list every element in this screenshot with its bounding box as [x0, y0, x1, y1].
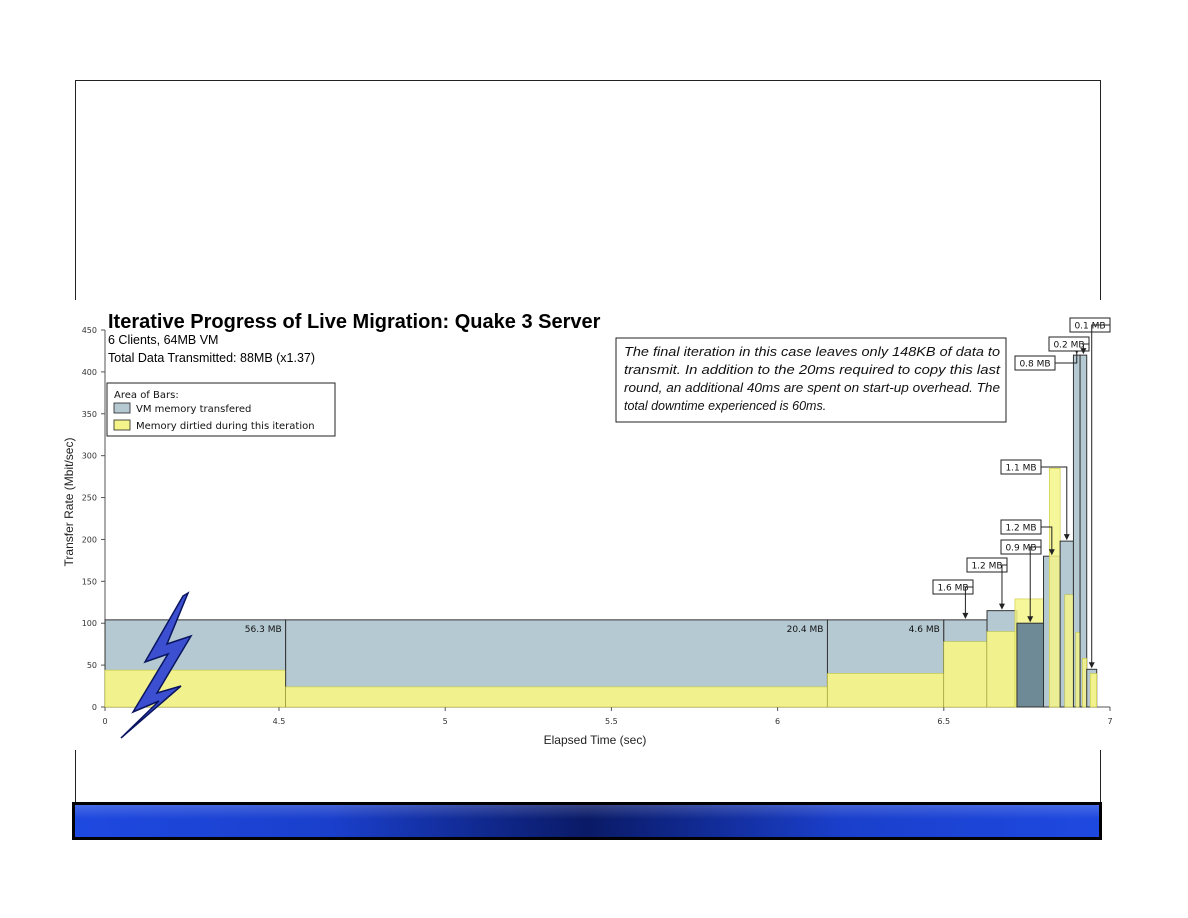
bar-dirtied [986, 631, 1018, 708]
bar-label: 0.9 MB [1005, 544, 1036, 554]
footer-bar [72, 802, 1102, 840]
legend-title: Area of Bars: [114, 390, 179, 401]
bar-dirtied [1049, 467, 1061, 708]
bar-label: 1.6 MB [937, 584, 968, 594]
bar-label: 4.6 MB [909, 625, 940, 635]
bar-dirtied [1064, 594, 1074, 708]
chart-title: Iterative Progress of Live Migration: Qu… [108, 311, 601, 333]
bar-dirtied [1082, 658, 1088, 708]
bar-label: 1.1 MB [1005, 464, 1036, 474]
x-tick-label: 0 [102, 717, 107, 726]
y-tick-label: 350 [82, 410, 97, 419]
legend-swatch-transfer [113, 402, 131, 414]
bar-label-arrow [998, 603, 1005, 610]
annotation-line-4: total downtime experienced is 60ms. [624, 399, 826, 413]
bar-label: 0.8 MB [1019, 360, 1050, 370]
bar-label-leader [964, 586, 973, 618]
x-tick-label: 4.5 [273, 717, 286, 726]
chart-subtitle-1: 6 Clients, 64MB VM [108, 333, 218, 347]
bar-label-leader [1041, 466, 1068, 540]
y-tick-label: 200 [82, 535, 97, 544]
bar-label-leader [1055, 353, 1078, 364]
y-tick-label: 50 [87, 661, 97, 670]
bar-label: 20.4 MB [787, 625, 824, 635]
y-axis-label: Transfer Rate (Mbit/sec) [62, 438, 76, 567]
x-tick-label: 5 [443, 717, 448, 726]
x-tick-label: 5.5 [605, 717, 618, 726]
legend-label-dirtied: Memory dirtied during this iteration [136, 421, 315, 432]
bar-dirtied [104, 669, 286, 708]
lightning-bolt-icon [120, 591, 193, 739]
x-tick-label: 7 [1107, 717, 1112, 726]
legend: Area of Bars: VM memory transfered Memor… [106, 382, 336, 437]
annotation: The final iteration in this case leaves … [615, 337, 1007, 423]
bar-label-arrow [1027, 616, 1034, 623]
bar-label-arrow [1088, 662, 1095, 669]
bar-label-leader [1041, 526, 1053, 555]
bars [104, 354, 1098, 708]
bar-label-arrow [962, 612, 969, 619]
x-tick-label: 6.5 [937, 717, 950, 726]
bar-label: 0.2 MB [1053, 341, 1084, 351]
bar-label: 56.3 MB [245, 625, 282, 635]
legend-box [106, 382, 336, 437]
bar-dirtied [1089, 673, 1098, 708]
y-tick-label: 0 [92, 703, 97, 712]
chart: 0 50 100 150 200 250 300 350 400 450 0 4.5 5 5.5 6 6.5 7… [55, 300, 1115, 750]
bar-label-leader [1029, 546, 1041, 622]
annotation-line-1: The final iteration in this case leaves … [624, 345, 1000, 359]
bar-label-arrow [1048, 549, 1055, 556]
bar-label: 0.1 MB [1074, 322, 1105, 332]
x-axis-label: Elapsed Time (sec) [544, 733, 647, 747]
bar-dirtied [943, 641, 988, 708]
legend-swatch-dirtied [113, 419, 131, 431]
bar-labels: 56.3 MB 20.4 MB 4.6 MB1.6 MB1.2 MB0.9 MB1.… [245, 317, 1111, 669]
chart-subtitle-2: Total Data Transmitted: 88MB (x1.37) [108, 351, 315, 365]
bar-label-leader [1091, 324, 1110, 668]
y-tick-label: 150 [82, 577, 97, 586]
bar-dirtied [1075, 632, 1081, 708]
bar-transfer [1079, 354, 1088, 708]
bar-transfer-front [1016, 622, 1045, 708]
bar-label-arrow [1080, 348, 1087, 355]
bar-dirtied [827, 673, 945, 708]
bar-label-leader [1001, 564, 1007, 609]
annotation-line-2: transmit. In addition to the 20ms requir… [624, 363, 1001, 377]
y-tick-label: 400 [82, 368, 97, 377]
y-tick-label: 250 [82, 494, 97, 503]
legend-label-transfer: VM memory transfered [136, 404, 251, 415]
annotation-line-3: round, an additional 40ms are spent on s… [624, 381, 1000, 395]
bar-label-arrow [1063, 534, 1070, 541]
bar-label: 1.2 MB [971, 562, 1002, 572]
y-tick-label: 100 [82, 619, 97, 628]
bar-dirtied [285, 686, 828, 708]
annotation-box [615, 337, 1007, 423]
y-tick-label: 450 [82, 326, 97, 335]
x-tick-label: 6 [775, 717, 780, 726]
bar-label: 1.2 MB [1005, 524, 1036, 534]
y-tick-label: 300 [82, 452, 97, 461]
